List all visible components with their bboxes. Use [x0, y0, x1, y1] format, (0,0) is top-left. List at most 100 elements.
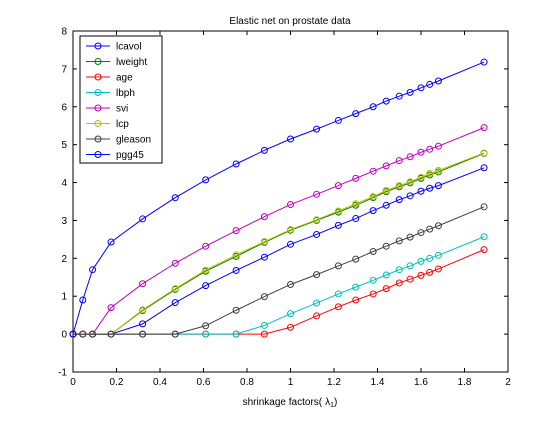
- data-point-gleason: [417, 229, 425, 237]
- data-point-lcp: [480, 149, 488, 157]
- data-point-age: [406, 275, 414, 283]
- y-tick-label: 6: [61, 102, 67, 113]
- data-point-pgg45: [352, 110, 360, 118]
- legend-label: lweight: [116, 57, 147, 68]
- data-point-svi: [287, 201, 294, 209]
- data-point-lbph: [426, 254, 434, 262]
- legend-marker: [94, 135, 102, 143]
- series-line-lcp: [73, 152, 485, 335]
- data-point-lbph: [313, 299, 321, 307]
- y-tick-label: 0: [61, 330, 67, 341]
- data-point-lbph: [202, 330, 210, 338]
- data-point-svi: [139, 280, 147, 288]
- x-axis-label-close: ): [334, 397, 337, 408]
- series-lines: [69, 58, 488, 338]
- x-axis-label-subscript: 1: [330, 402, 334, 409]
- data-point-age: [313, 312, 321, 320]
- data-point-pgg45: [417, 84, 425, 92]
- data-point-lcp: [369, 193, 377, 201]
- data-point-pgg45: [89, 266, 97, 274]
- data-point-pgg45: [260, 146, 268, 154]
- data-point-pgg45: [480, 58, 488, 66]
- data-point-pgg45: [313, 125, 321, 133]
- data-point-svi: [107, 304, 115, 312]
- legend-label: pgg45: [116, 150, 144, 161]
- data-point-gleason: [202, 322, 210, 330]
- data-point-gleason: [406, 233, 414, 241]
- legend-item-lcp: lcp: [86, 119, 129, 130]
- data-point-gleason: [171, 330, 179, 338]
- data-point-lcp: [334, 207, 342, 215]
- data-point-svi: [395, 157, 403, 165]
- data-point-lbph: [434, 251, 442, 259]
- data-point-lbph: [334, 290, 342, 298]
- data-point-lbph: [369, 276, 377, 284]
- data-point-svi: [232, 227, 240, 235]
- y-tick-label: 4: [61, 178, 67, 189]
- data-point-lcp: [260, 238, 268, 246]
- data-point-gleason: [260, 293, 268, 301]
- data-point-gleason: [79, 330, 87, 338]
- data-point-lbph: [260, 321, 268, 329]
- x-tick-label: 0.2: [110, 377, 124, 388]
- data-point-pgg45: [426, 80, 434, 88]
- data-point-pgg45: [232, 160, 240, 168]
- data-point-lcavol: [434, 182, 442, 190]
- series-pgg45: [69, 58, 488, 338]
- data-point-age: [287, 323, 294, 331]
- x-axis-label-text: shrinkage factors(: [243, 397, 323, 408]
- data-point-gleason: [232, 306, 240, 314]
- data-point-age: [417, 271, 425, 279]
- data-point-gleason: [107, 330, 115, 338]
- data-point-lcavol: [417, 187, 425, 195]
- y-tick-label: 1: [61, 292, 67, 303]
- data-point-gleason: [395, 237, 403, 245]
- legend-item-lcavol: lcavol: [86, 42, 142, 53]
- legend-marker: [94, 151, 102, 158]
- data-point-pgg45: [139, 215, 147, 223]
- data-point-lbph: [395, 266, 403, 274]
- data-point-lcavol: [313, 230, 321, 238]
- data-point-lcavol: [395, 196, 403, 204]
- data-point-age: [260, 330, 268, 338]
- data-point-pgg45: [107, 238, 115, 246]
- legend-marker: [94, 104, 102, 112]
- data-point-pgg45: [382, 97, 390, 105]
- legend-marker: [94, 58, 102, 65]
- series-line-gleason: [73, 206, 485, 335]
- x-axis-label-symbol: λ: [325, 397, 330, 408]
- data-point-lcavol: [480, 164, 488, 172]
- data-point-lbph: [406, 262, 414, 270]
- data-point-gleason: [382, 242, 390, 250]
- data-point-pgg45: [202, 176, 210, 184]
- data-point-lcp: [395, 182, 403, 190]
- data-point-age: [334, 303, 342, 311]
- data-point-age: [395, 279, 403, 287]
- data-point-lbph: [232, 330, 240, 338]
- legend: lcavol lweight age lbph svi lcp gleason pgg45: [79, 35, 163, 164]
- data-point-lcavol: [139, 320, 147, 328]
- data-point-age: [426, 268, 434, 276]
- data-point-lbph: [417, 257, 425, 265]
- legend-label: svi: [116, 104, 128, 115]
- data-point-age: [382, 285, 390, 293]
- data-point-lbph: [382, 271, 390, 279]
- x-tick-label: 0.8: [240, 377, 254, 388]
- legend-item-pgg45: pgg45: [86, 150, 144, 161]
- data-point-svi: [352, 174, 360, 182]
- data-point-svi: [171, 259, 179, 267]
- x-tick-label: 1.8: [458, 377, 472, 388]
- data-point-gleason: [313, 271, 321, 279]
- data-point-lcavol: [334, 221, 342, 229]
- data-point-pgg45: [434, 77, 442, 85]
- x-tick-label: 1.2: [327, 377, 341, 388]
- x-tick-label: 2: [505, 377, 511, 388]
- legend-label: lcp: [116, 119, 129, 130]
- series-line-svi: [73, 127, 485, 335]
- x-tick-label: 0.4: [153, 377, 167, 388]
- y-tick-label: 5: [61, 140, 67, 151]
- x-tick-label: 0: [70, 377, 76, 388]
- data-point-gleason: [139, 330, 147, 338]
- data-point-svi: [260, 213, 268, 221]
